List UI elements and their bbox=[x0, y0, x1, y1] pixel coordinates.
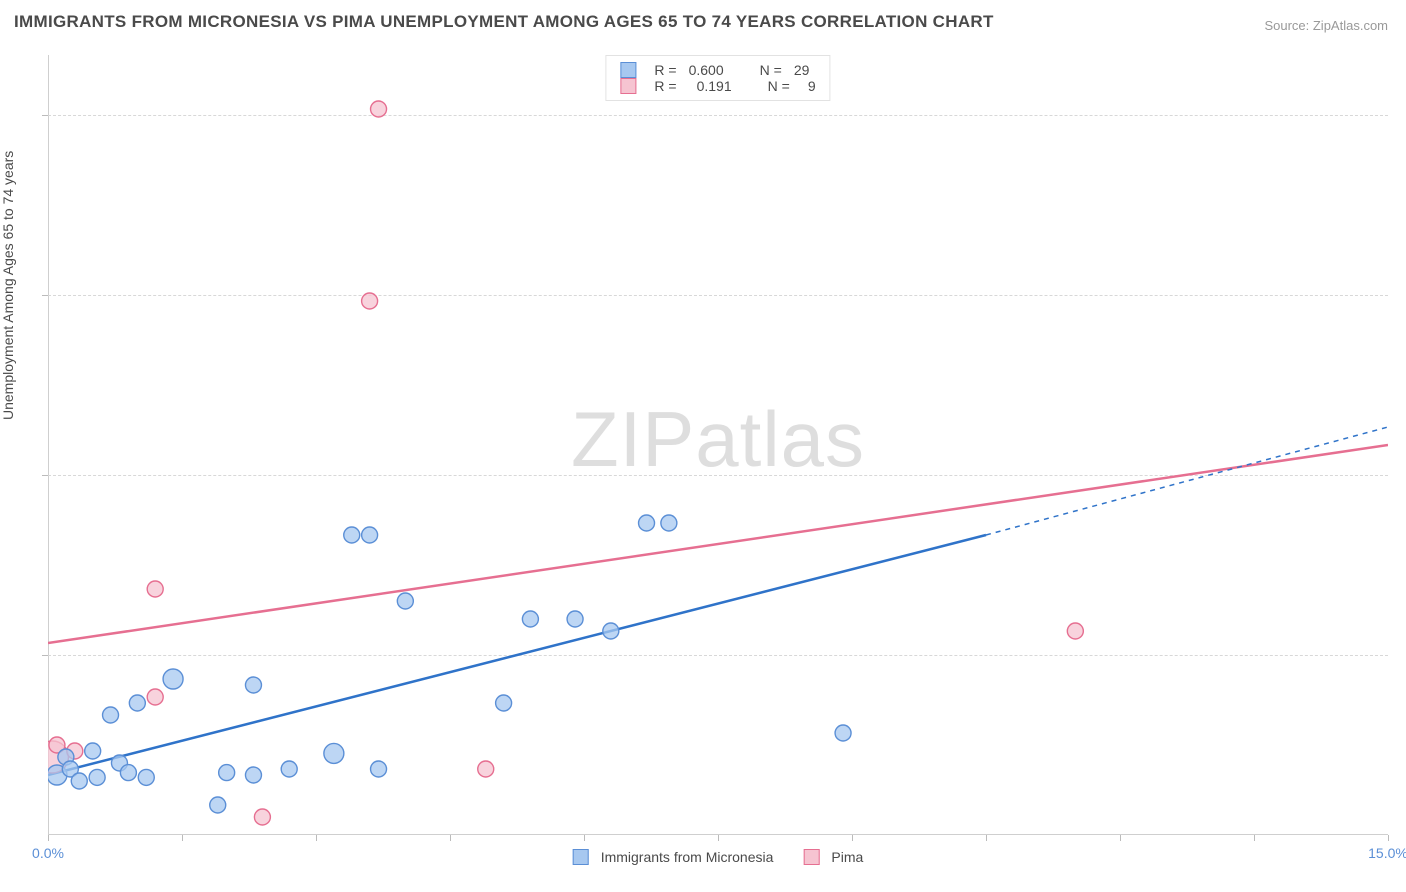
pima-point bbox=[371, 101, 387, 117]
micronesia-point bbox=[120, 765, 136, 781]
micronesia-point bbox=[639, 515, 655, 531]
r-value: 0.600 bbox=[689, 62, 724, 78]
micronesia-point bbox=[281, 761, 297, 777]
legend-row-pima: R = 0.191 N = 9 bbox=[620, 78, 815, 94]
micronesia-point bbox=[163, 669, 183, 689]
r-value: 0.191 bbox=[697, 78, 732, 94]
pima-point bbox=[147, 581, 163, 597]
micronesia-point bbox=[129, 695, 145, 711]
x-tick bbox=[450, 835, 451, 841]
x-tick bbox=[986, 835, 987, 841]
x-tick bbox=[852, 835, 853, 841]
legend-item-pima: Pima bbox=[803, 849, 863, 865]
x-tick bbox=[182, 835, 183, 841]
swatch-pima-icon bbox=[803, 849, 819, 865]
legend-series: Immigrants from Micronesia Pima bbox=[573, 849, 864, 865]
micronesia-point bbox=[245, 767, 261, 783]
x-tick-label: 15.0% bbox=[1368, 845, 1406, 861]
legend-item-micronesia: Immigrants from Micronesia bbox=[573, 849, 774, 865]
legend-stats: R = 0.600 N = 29 R = 0.191 N = 9 bbox=[605, 55, 830, 101]
r-label: R = bbox=[654, 62, 676, 78]
micronesia-point bbox=[71, 773, 87, 789]
x-tick bbox=[584, 835, 585, 841]
x-tick bbox=[1254, 835, 1255, 841]
micronesia-point bbox=[344, 527, 360, 543]
legend-label-pima: Pima bbox=[831, 849, 863, 865]
x-tick bbox=[718, 835, 719, 841]
micronesia-point bbox=[835, 725, 851, 741]
micronesia-point bbox=[371, 761, 387, 777]
micronesia-point bbox=[496, 695, 512, 711]
micronesia-regression-extrapolated bbox=[986, 427, 1388, 535]
plot-area: ZIPatlas R = 0.600 N = 29 R = 0.191 N = … bbox=[48, 55, 1388, 835]
pima-point bbox=[254, 809, 270, 825]
pima-point bbox=[478, 761, 494, 777]
legend-row-micronesia: R = 0.600 N = 29 bbox=[620, 62, 815, 78]
chart-title: IMMIGRANTS FROM MICRONESIA VS PIMA UNEMP… bbox=[14, 12, 994, 32]
micronesia-point bbox=[362, 527, 378, 543]
micronesia-point bbox=[219, 765, 235, 781]
micronesia-point bbox=[661, 515, 677, 531]
micronesia-point bbox=[85, 743, 101, 759]
pima-point bbox=[1067, 623, 1083, 639]
swatch-pima bbox=[620, 78, 636, 94]
micronesia-point bbox=[138, 769, 154, 785]
y-axis-label: Unemployment Among Ages 65 to 74 years bbox=[0, 151, 16, 420]
n-label: N = bbox=[768, 78, 790, 94]
pima-point bbox=[362, 293, 378, 309]
micronesia-point bbox=[245, 677, 261, 693]
pima-point bbox=[147, 689, 163, 705]
micronesia-point bbox=[567, 611, 583, 627]
r-label: R = bbox=[654, 78, 676, 94]
source-text: Source: ZipAtlas.com bbox=[1264, 18, 1388, 33]
micronesia-point bbox=[603, 623, 619, 639]
x-tick bbox=[1120, 835, 1121, 841]
micronesia-point bbox=[324, 743, 344, 763]
x-tick-label: 0.0% bbox=[32, 845, 64, 861]
micronesia-point bbox=[89, 769, 105, 785]
x-tick bbox=[316, 835, 317, 841]
n-label: N = bbox=[760, 62, 782, 78]
n-value: 29 bbox=[794, 62, 810, 78]
micronesia-point bbox=[210, 797, 226, 813]
chart-canvas bbox=[48, 55, 1388, 835]
micronesia-point bbox=[103, 707, 119, 723]
x-tick bbox=[1388, 835, 1389, 841]
pima-regression-line bbox=[48, 445, 1388, 643]
swatch-micronesia-icon bbox=[573, 849, 589, 865]
micronesia-point bbox=[522, 611, 538, 627]
swatch-micronesia bbox=[620, 62, 636, 78]
micronesia-point bbox=[397, 593, 413, 609]
legend-label-micronesia: Immigrants from Micronesia bbox=[601, 849, 774, 865]
x-tick bbox=[48, 835, 49, 841]
n-value: 9 bbox=[808, 78, 816, 94]
